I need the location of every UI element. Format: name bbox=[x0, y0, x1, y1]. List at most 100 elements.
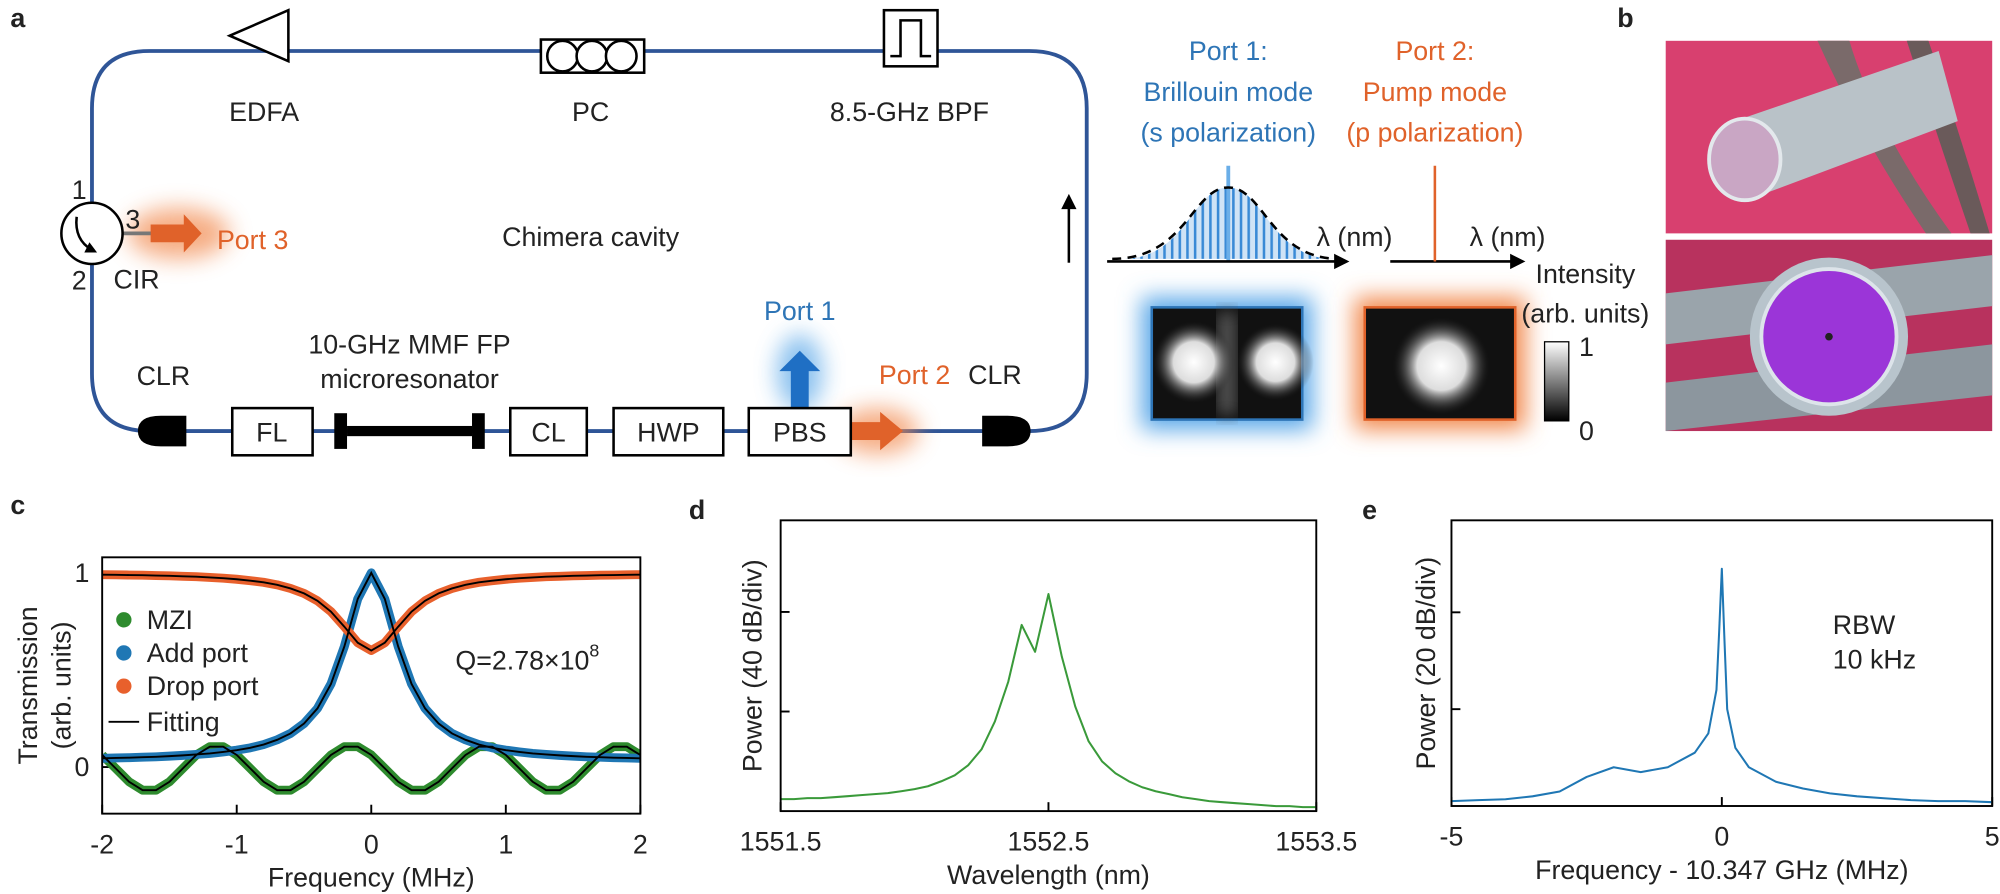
cl-box bbox=[509, 406, 589, 457]
intensity-label: Intensity bbox=[1536, 259, 1636, 289]
annotation: 10 kHz bbox=[1833, 644, 1916, 674]
pbs-label: PBS bbox=[773, 417, 827, 447]
pbs-box bbox=[747, 406, 853, 457]
microresonator-label: 10-GHz MMF FP bbox=[308, 329, 510, 359]
cir-port: 1 bbox=[72, 175, 87, 205]
legend-label: Add port bbox=[147, 638, 249, 668]
annotation-superscript: 8 bbox=[589, 640, 599, 660]
x-tick-label: -1 bbox=[225, 829, 249, 859]
hwp-box bbox=[612, 406, 725, 457]
hwp-label: HWP bbox=[637, 417, 699, 447]
cavity-label: Chimera cavity bbox=[502, 222, 680, 252]
photo-bottom bbox=[1665, 239, 1993, 432]
port2-mode: Pump mode bbox=[1363, 77, 1507, 107]
fit-line bbox=[102, 573, 641, 652]
port2-arrow bbox=[850, 411, 904, 451]
bpf-label: 8.5-GHz BPF bbox=[830, 97, 989, 127]
colorbar-label: 0 bbox=[1579, 416, 1594, 446]
x-tick-label: -5 bbox=[1440, 822, 1464, 852]
series-line bbox=[1451, 567, 1993, 804]
legend-label: MZI bbox=[147, 605, 193, 635]
fit-line bbox=[102, 745, 641, 792]
x-tick-label: 2 bbox=[633, 829, 648, 859]
fit-line bbox=[102, 570, 641, 760]
lambda-label: λ (nm) bbox=[1317, 222, 1393, 252]
legend-marker bbox=[116, 645, 132, 661]
mode-image-port2 bbox=[1363, 306, 1517, 421]
mode-image-port1 bbox=[1150, 306, 1314, 421]
x-tick-label: 1552.5 bbox=[1008, 827, 1090, 857]
clr-label: CLR bbox=[968, 360, 1022, 390]
legend-label: Drop port bbox=[147, 671, 259, 701]
clr-right bbox=[982, 415, 1031, 447]
photo-top bbox=[1665, 40, 1993, 234]
lambda-axis-head bbox=[1334, 253, 1350, 270]
circulator bbox=[60, 201, 124, 266]
y-axis-label: Transmission bbox=[13, 606, 43, 764]
cl-label: CL bbox=[531, 417, 565, 447]
x-tick-label: -2 bbox=[90, 829, 114, 859]
x-tick-label: 5 bbox=[1985, 822, 2000, 852]
panel-label: a bbox=[10, 3, 26, 33]
bpf-symbol bbox=[882, 8, 939, 68]
chart: -2 -1 0 1 2 0 1 Frequency (MHz) Transmission (arb… bbox=[13, 556, 648, 892]
intensity-label: (arb. units) bbox=[1521, 299, 1649, 329]
cir-port: 2 bbox=[72, 266, 87, 296]
panel-label: e bbox=[1362, 495, 1377, 525]
plot-frame bbox=[101, 556, 642, 815]
legend-marker bbox=[116, 678, 132, 694]
x-axis-label: Frequency - 10.347 GHz (MHz) bbox=[1535, 855, 1908, 885]
direction-arrowhead bbox=[1061, 193, 1077, 210]
microresonator-label: microresonator bbox=[320, 364, 499, 394]
panel-label: b bbox=[1617, 3, 1633, 33]
y-tick-label: 1 bbox=[75, 558, 90, 588]
annotation: RBW bbox=[1833, 610, 1896, 640]
brillouin-envelope bbox=[1112, 186, 1340, 261]
legend-marker bbox=[116, 612, 132, 628]
clr-left bbox=[137, 415, 187, 447]
y-axis-label: Power (40 dB/div) bbox=[738, 559, 768, 772]
edfa-symbol bbox=[226, 8, 290, 64]
port2-label: Port 2 bbox=[879, 360, 950, 390]
plot-frame bbox=[1450, 519, 1994, 807]
panel-label: d bbox=[689, 495, 705, 525]
series-line bbox=[780, 593, 1317, 809]
chart: 1551.5 1552.5 1553.5 Wavelength (nm) Power (… bbox=[738, 519, 1357, 890]
x-tick-label: 1 bbox=[498, 829, 513, 859]
colorbar-label: 1 bbox=[1579, 332, 1594, 362]
y-tick-label: 0 bbox=[75, 752, 90, 782]
x-axis-label: Frequency (MHz) bbox=[268, 862, 475, 892]
port2-mode: (p polarization) bbox=[1346, 118, 1523, 148]
port3-arrow bbox=[150, 214, 202, 253]
port2-mode: Port 2: bbox=[1395, 36, 1474, 66]
port3-label: Port 3 bbox=[217, 225, 288, 255]
fl-label: FL bbox=[256, 417, 287, 447]
cir-port: 3 bbox=[125, 204, 140, 234]
plot-frame bbox=[779, 519, 1318, 813]
annotation-text: Q=2.78×10 bbox=[455, 646, 589, 676]
colorbar bbox=[1543, 341, 1570, 422]
chart: -5 0 5 Frequency - 10.347 GHz (MHz) Power (2… bbox=[1411, 519, 2000, 885]
port1-mode: (s polarization) bbox=[1141, 118, 1317, 148]
x-tick-label: 1553.5 bbox=[1275, 827, 1357, 857]
port1-mode: Brillouin mode bbox=[1143, 77, 1313, 107]
legend-label: Fitting bbox=[147, 707, 220, 737]
port1-mode: Port 1: bbox=[1189, 36, 1268, 66]
x-tick-label: 1551.5 bbox=[740, 827, 822, 857]
pc-label: PC bbox=[572, 97, 609, 127]
lambda-label: λ (nm) bbox=[1470, 222, 1546, 252]
circulator-arrowhead bbox=[84, 242, 98, 253]
clr-label: CLR bbox=[137, 361, 191, 391]
fl-box bbox=[230, 406, 314, 457]
port1-label: Port 1 bbox=[764, 296, 835, 326]
x-tick-label: 0 bbox=[364, 829, 379, 859]
y-axis-label: (arb. units) bbox=[46, 622, 76, 750]
x-axis-label: Wavelength (nm) bbox=[947, 860, 1150, 890]
lambda-axis-head bbox=[1510, 253, 1526, 270]
annotation: Q=2.78×108 bbox=[455, 640, 599, 675]
port1-arrow bbox=[779, 350, 821, 409]
y-axis-label: Power (20 dB/div) bbox=[1411, 557, 1441, 770]
microresonator bbox=[334, 413, 485, 449]
edfa-label: EDFA bbox=[229, 97, 299, 127]
